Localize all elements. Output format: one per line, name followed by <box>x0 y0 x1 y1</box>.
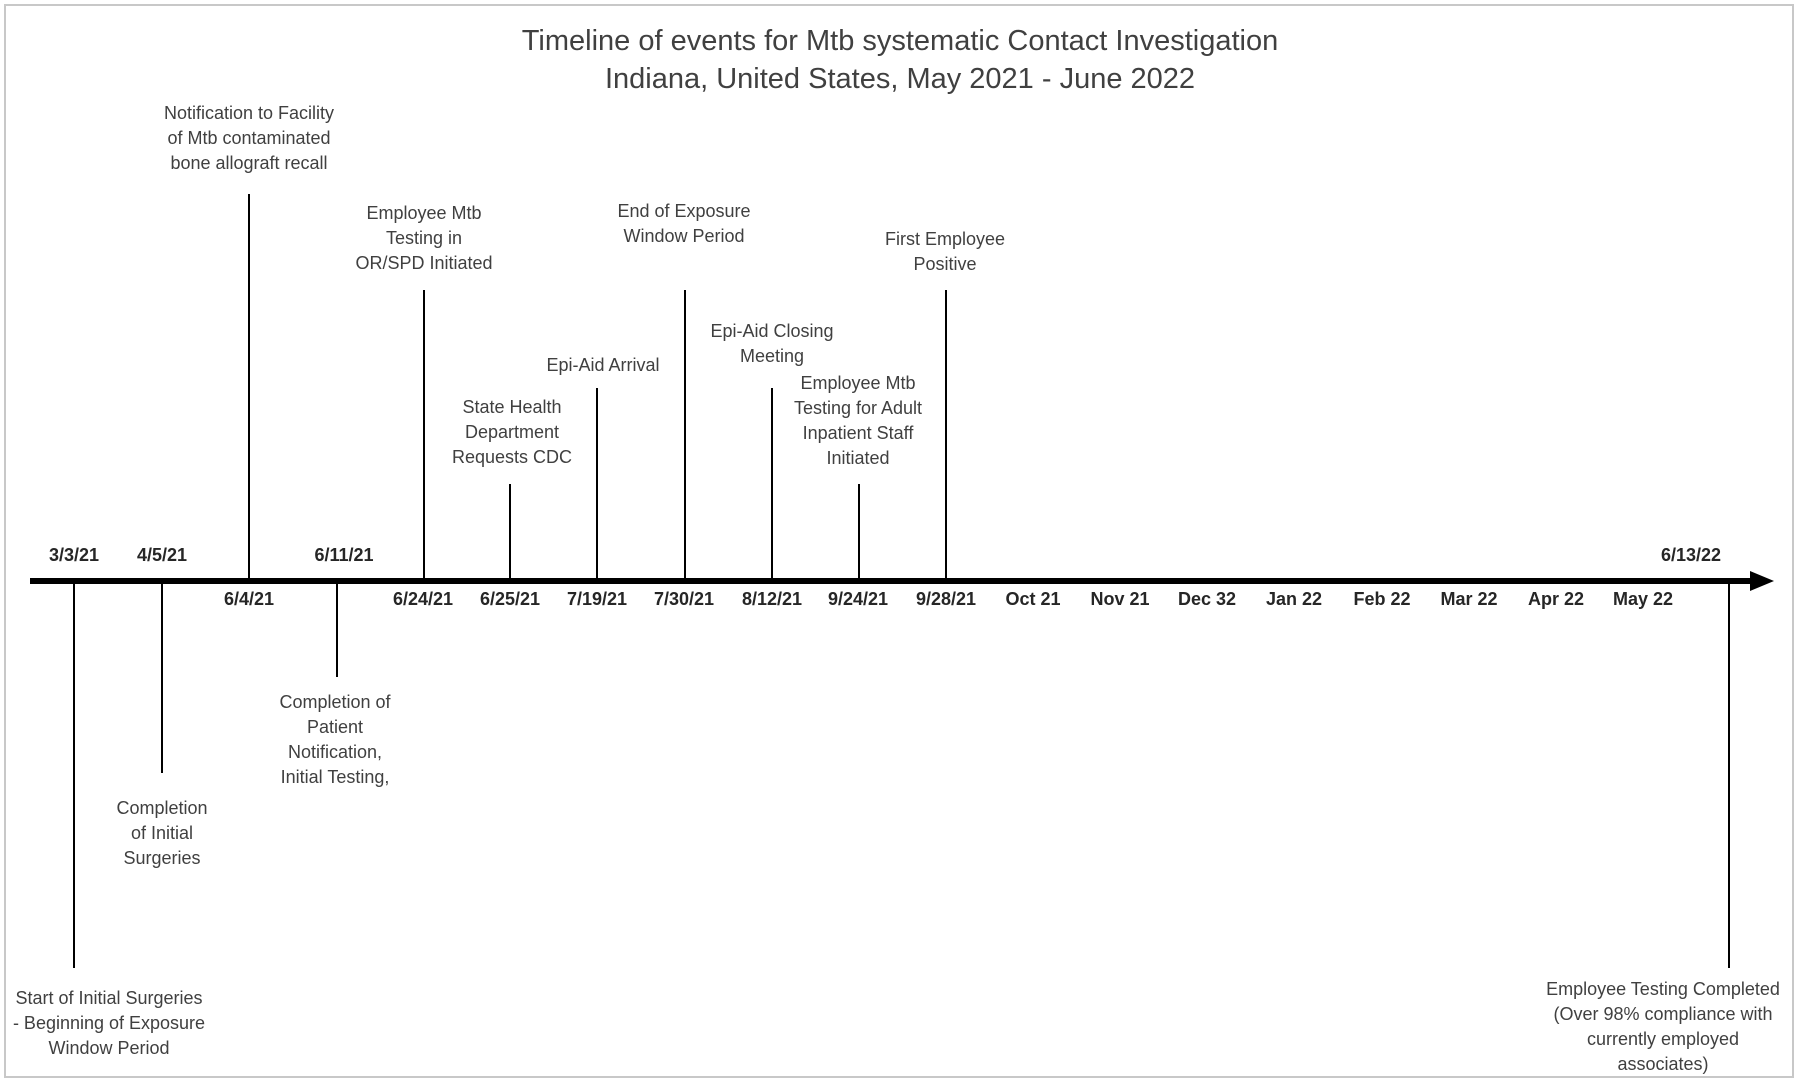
event-label-completion-initial-surgeries-line-1: Completion <box>116 798 207 818</box>
date-label-d-9-28-21: 9/28/21 <box>916 589 976 609</box>
date-label-m-dec-32: Dec 32 <box>1178 589 1236 609</box>
event-label-first-employee-positive-line-2: Positive <box>913 254 976 274</box>
date-label-m-oct-21: Oct 21 <box>1005 589 1060 609</box>
date-label-m-apr-22: Apr 22 <box>1528 589 1584 609</box>
date-label-d-4-5-21: 4/5/21 <box>137 545 187 565</box>
event-label-completion-initial-surgeries-line-2: of Initial <box>131 823 193 843</box>
date-label-d-6-25-21: 6/25/21 <box>480 589 540 609</box>
figure-border <box>4 4 1794 1078</box>
event-label-completion-patient-notification-line-1: Completion of <box>279 692 391 712</box>
chart-title-line-2: Indiana, United States, May 2021 - June … <box>605 63 1195 95</box>
date-label-d-6-4-21: 6/4/21 <box>224 589 274 609</box>
date-label-d-3-3-21: 3/3/21 <box>49 545 99 565</box>
event-label-employee-testing-completed-line-4: associates) <box>1617 1054 1708 1074</box>
chart-title-line-1: Timeline of events for Mtb systematic Co… <box>522 25 1278 57</box>
event-label-epi-aid-arrival-line-1: Epi-Aid Arrival <box>546 355 659 375</box>
event-label-notification-recall-line-3: bone allograft recall <box>170 153 327 173</box>
event-label-completion-patient-notification-line-4: Initial Testing, <box>281 767 390 787</box>
date-label-m-nov-21: Nov 21 <box>1090 589 1149 609</box>
date-label-m-mar-22: Mar 22 <box>1440 589 1497 609</box>
event-label-employee-testing-adult-inpatient-line-1: Employee Mtb <box>800 373 915 393</box>
event-label-notification-recall-line-2: of Mtb contaminated <box>167 128 330 148</box>
date-label-m-jan-22: Jan 22 <box>1266 589 1322 609</box>
date-label-d-6-24-21: 6/24/21 <box>393 589 453 609</box>
event-label-employee-testing-or-spd-line-2: Testing in <box>386 228 462 248</box>
event-label-state-health-requests-cdc-line-1: State Health <box>462 397 561 417</box>
event-label-employee-testing-adult-inpatient-line-2: Testing for Adult <box>794 398 922 418</box>
event-label-epi-aid-closing-line-1: Epi-Aid Closing <box>710 321 833 341</box>
event-label-epi-aid-closing-line-2: Meeting <box>740 346 804 366</box>
event-label-completion-patient-notification-line-2: Patient <box>307 717 363 737</box>
event-label-end-exposure-window-line-2: Window Period <box>623 226 744 246</box>
date-label-d-6-13-22: 6/13/22 <box>1661 545 1721 565</box>
timeline-arrowhead <box>1750 571 1774 591</box>
event-label-completion-initial-surgeries-line-3: Surgeries <box>123 848 200 868</box>
date-label-m-feb-22: Feb 22 <box>1353 589 1410 609</box>
date-label-d-8-12-21: 8/12/21 <box>742 589 802 609</box>
event-label-employee-testing-adult-inpatient-line-4: Initiated <box>826 448 889 468</box>
event-label-employee-testing-adult-inpatient-line-3: Inpatient Staff <box>803 423 915 443</box>
event-label-state-health-requests-cdc-line-2: Department <box>465 422 559 442</box>
timeline-marks: Start of Initial Surgeries - Beginning of… <box>13 103 1780 1074</box>
date-label-d-9-24-21: 9/24/21 <box>828 589 888 609</box>
event-label-employee-testing-or-spd-line-1: Employee Mtb <box>366 203 481 223</box>
event-label-start-initial-surgeries-line-3: Window Period <box>48 1038 169 1058</box>
event-label-end-exposure-window-line-1: End of Exposure <box>617 201 750 221</box>
date-label-d-6-11-21: 6/11/21 <box>314 545 373 565</box>
event-label-completion-patient-notification-line-3: Notification, <box>288 742 382 762</box>
event-label-employee-testing-completed-line-2: (Over 98% compliance with <box>1553 1004 1772 1024</box>
date-label-m-may-22: May 22 <box>1613 589 1673 609</box>
event-label-employee-testing-or-spd-line-3: OR/SPD Initiated <box>355 253 492 273</box>
event-label-employee-testing-completed-line-1: Employee Testing Completed <box>1546 979 1780 999</box>
event-label-first-employee-positive-line-1: First Employee <box>885 229 1005 249</box>
date-label-d-7-19-21: 7/19/21 <box>567 589 627 609</box>
event-label-start-initial-surgeries-line-2: - Beginning of Exposure <box>13 1013 205 1033</box>
event-label-notification-recall-line-1: Notification to Facility <box>164 103 334 123</box>
event-label-employee-testing-completed-line-3: currently employed <box>1587 1029 1739 1049</box>
date-label-d-7-30-21: 7/30/21 <box>654 589 714 609</box>
event-label-state-health-requests-cdc-line-3: Requests CDC <box>452 447 572 467</box>
event-label-start-initial-surgeries-line-1: Start of Initial Surgeries <box>15 988 202 1008</box>
